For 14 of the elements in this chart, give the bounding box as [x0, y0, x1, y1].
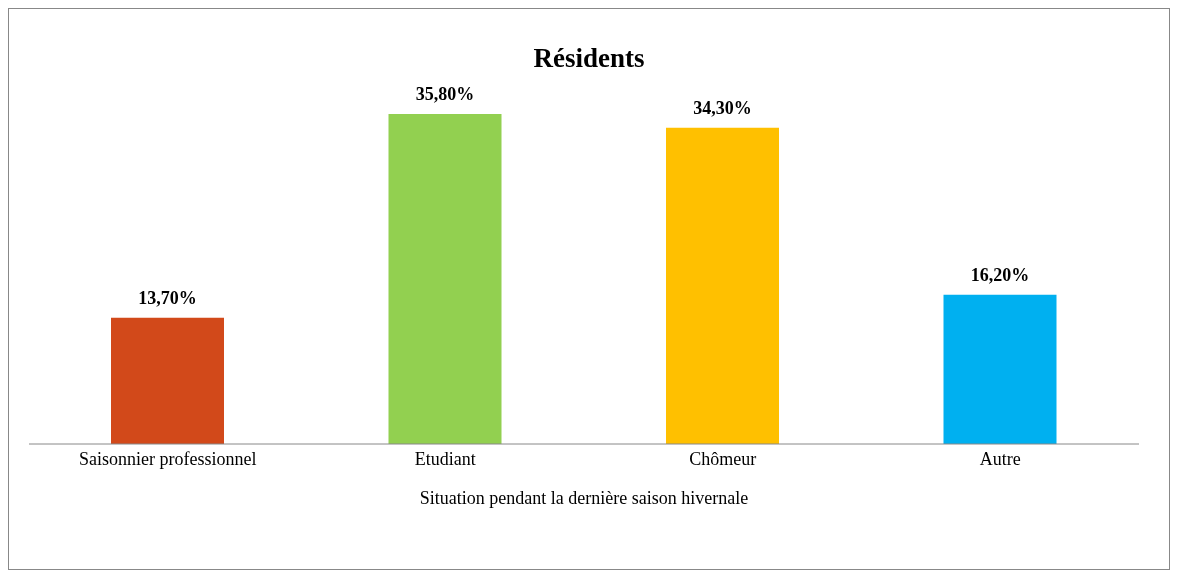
chart-title: Résidents [532, 43, 646, 74]
data-label: 35,80% [415, 84, 475, 104]
bar [943, 294, 1057, 444]
x-tick-label: Etudiant [414, 448, 476, 469]
x-tick-label: Saisonnier professionnel [79, 448, 257, 469]
data-label: 16,20% [970, 264, 1030, 285]
data-label: 34,30% [693, 97, 752, 118]
bar [388, 114, 502, 444]
x-axis-title: Situation pendant la dernière saison hivernale [419, 488, 749, 508]
x-tick-label: Autre [979, 448, 1021, 469]
bar [666, 127, 779, 444]
bar [111, 317, 224, 444]
data-label: 13,70% [138, 287, 197, 308]
x-tick-label: Chômeur [689, 448, 757, 469]
